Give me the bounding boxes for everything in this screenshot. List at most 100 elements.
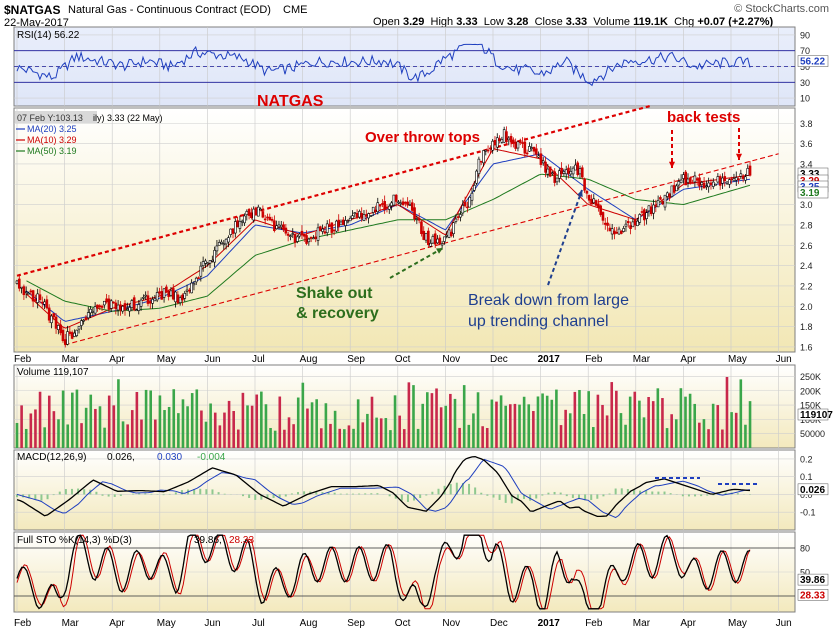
candle-body	[610, 228, 614, 235]
y-tick-label: 3.0	[800, 200, 813, 210]
candle-body	[415, 218, 419, 220]
volume-bar	[679, 388, 683, 448]
macd-hist-bar	[70, 488, 73, 495]
candle-body	[695, 178, 699, 181]
volume-bar	[389, 430, 392, 448]
candle-body	[332, 229, 336, 232]
candle-body	[279, 224, 283, 228]
macd-hist-bar	[358, 493, 361, 495]
macd-hist-bar	[449, 484, 452, 495]
candle-body	[73, 332, 76, 337]
candle-body	[505, 131, 508, 143]
volume-bar	[578, 389, 581, 448]
volume-bar	[209, 403, 212, 448]
candle-body	[686, 178, 690, 183]
volume-bar	[315, 399, 318, 448]
volume-bar	[744, 424, 747, 448]
candle-body	[450, 231, 453, 237]
back-test-arrow-head	[735, 153, 743, 160]
macd-hist-value: -0.004	[197, 452, 226, 463]
value-tag-box	[797, 589, 829, 601]
candle-body	[181, 294, 184, 301]
candle-body	[535, 148, 538, 155]
candle-body	[387, 205, 391, 210]
macd-hist-bar	[571, 494, 574, 498]
candle-body	[176, 294, 180, 304]
candle-body	[171, 288, 175, 300]
volume-bar	[186, 406, 189, 448]
x-tick-label: Apr	[680, 354, 696, 365]
macd-hist-bar	[626, 489, 629, 495]
candle-body	[376, 202, 380, 213]
candle-body	[684, 171, 687, 186]
candle-body	[475, 170, 478, 184]
shake-out-arrow-head	[436, 248, 443, 254]
candle-body	[594, 200, 598, 206]
volume-bar	[541, 393, 544, 448]
candle-body	[112, 301, 115, 304]
candle-body	[355, 212, 359, 219]
candle-body	[716, 176, 720, 183]
volume-bar	[43, 427, 46, 448]
crosshair-readout: 07 Feb Y:103.13	[17, 113, 83, 123]
volume-bar	[642, 417, 646, 448]
macd-hist-bar	[474, 487, 477, 495]
volume-bar	[596, 394, 600, 448]
annotation-text: Over throw tops	[365, 129, 480, 146]
volume-bar	[555, 389, 558, 448]
y-tick-label: 0.1	[800, 472, 813, 482]
candle-body	[711, 181, 715, 187]
candle-body	[217, 242, 221, 246]
volume-bars	[15, 376, 752, 448]
volume-bar	[34, 409, 37, 448]
volume-bar	[513, 403, 517, 448]
candle-body	[199, 265, 203, 277]
volume-bar	[601, 404, 604, 448]
candle-body	[624, 223, 628, 227]
candle-body	[247, 209, 251, 216]
candle-body	[194, 277, 198, 283]
x-tick-label: Oct	[395, 618, 411, 629]
macd-hist-bar	[113, 494, 116, 497]
y-tick-label: 3.6	[800, 139, 813, 149]
x-tick-label: Dec	[490, 618, 508, 629]
x-tick-label: Jun	[204, 354, 220, 365]
candle-body	[302, 233, 306, 237]
candle-body	[328, 224, 331, 226]
macd-hist-bar	[321, 492, 324, 495]
candle-body	[429, 243, 432, 247]
macd-legend: MACD(12,26,9)	[17, 452, 86, 463]
candle-body	[204, 260, 207, 264]
candle-body	[31, 290, 35, 302]
candle-body	[509, 136, 513, 143]
volume-bar	[167, 406, 171, 448]
candle-body	[746, 168, 750, 176]
volume-bar	[89, 394, 93, 448]
candle-body	[385, 206, 389, 209]
volume-bar	[200, 410, 203, 448]
candle-body	[498, 138, 501, 142]
macd-hist-bar	[199, 488, 202, 495]
volume-bar	[591, 427, 595, 448]
volume-bar	[453, 398, 457, 448]
volume-bar	[476, 392, 480, 448]
candle-body	[86, 312, 90, 319]
candle-body	[54, 316, 58, 329]
candle-body	[185, 289, 189, 292]
x-tick-label: 2017	[538, 618, 561, 629]
candle-body	[252, 208, 255, 221]
volume-bar	[624, 424, 627, 448]
volume-bar	[172, 389, 176, 448]
volume-bar	[449, 393, 452, 448]
volume-bar	[260, 391, 263, 448]
candle-body	[530, 147, 534, 149]
candle-body	[188, 289, 191, 292]
candle-body	[201, 261, 205, 267]
macd-hist-bar	[138, 493, 141, 495]
macd-hist-bar	[535, 494, 538, 499]
x-tick-label: Apr	[109, 354, 125, 365]
candle-body	[422, 230, 426, 240]
candle-body	[394, 194, 398, 202]
macd-hist-bar	[162, 494, 165, 496]
volume-bar	[610, 382, 614, 448]
